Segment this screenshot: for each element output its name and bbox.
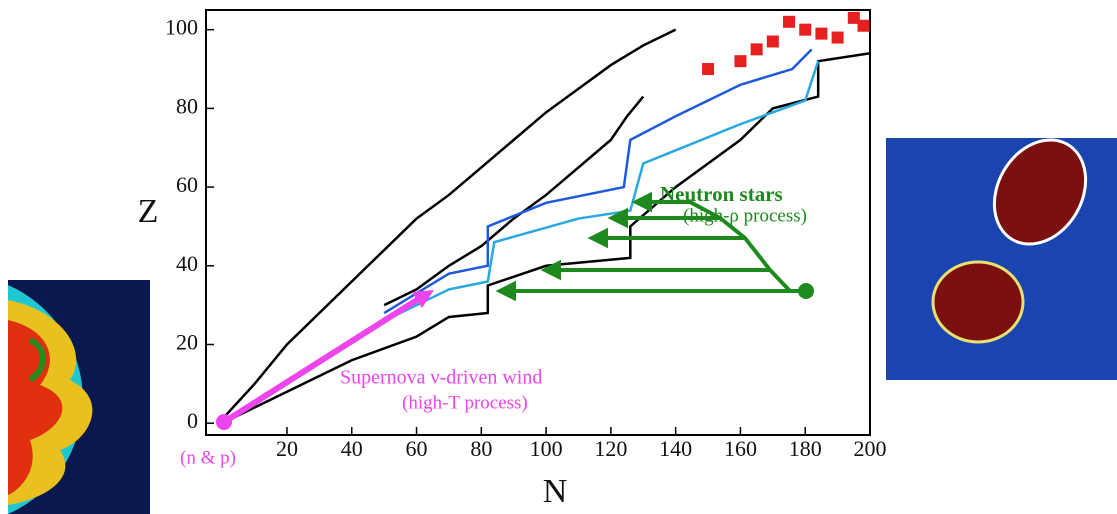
nucleus-point xyxy=(815,27,828,40)
nuclide-line xyxy=(221,28,677,421)
nucleus-point xyxy=(847,11,860,24)
x-tick-label: 140 xyxy=(659,436,692,461)
nucleus-point xyxy=(783,15,796,28)
y-tick-label: 40 xyxy=(176,251,198,276)
nucleus-point xyxy=(766,35,779,48)
x-tick-label: 80 xyxy=(470,436,492,461)
annotation: (high-T process) xyxy=(402,392,528,413)
y-tick-label: 20 xyxy=(176,330,198,355)
nucleus-point xyxy=(702,63,715,76)
nucleus-point xyxy=(831,31,844,44)
x-tick-label: 180 xyxy=(789,436,822,461)
supernova-arrow xyxy=(216,290,434,430)
annotation: Supernova ν-driven wind xyxy=(340,367,542,389)
nucleus-point xyxy=(734,55,747,68)
neutron-star-arrows xyxy=(495,191,814,302)
x-tick-label: 160 xyxy=(724,436,757,461)
y-tick-label: 0 xyxy=(187,408,198,433)
nuclide-line xyxy=(221,52,871,425)
annotation: (n & p) xyxy=(180,447,236,468)
x-tick-label: 60 xyxy=(406,436,428,461)
x-tick-label: 200 xyxy=(854,436,887,461)
plot-frame xyxy=(205,9,871,436)
nucleus-point xyxy=(750,43,763,56)
supernova-image xyxy=(8,280,150,514)
x-tick-label: 40 xyxy=(341,436,363,461)
annotation: (high-ρ process) xyxy=(683,205,807,226)
annotation: Neutron stars xyxy=(660,182,783,206)
y-axis-label: Z xyxy=(138,193,159,230)
nucleus-point xyxy=(799,23,812,36)
y-tick-label: 100 xyxy=(165,15,198,40)
x-axis-label: N xyxy=(543,473,568,510)
merger-image xyxy=(886,138,1117,380)
nuclide-line xyxy=(383,60,820,323)
x-tick-label: 20 xyxy=(276,436,298,461)
y-tick-label: 80 xyxy=(176,93,198,118)
x-tick-label: 100 xyxy=(530,436,563,461)
nucleus-point xyxy=(857,19,870,32)
nuclide-line xyxy=(383,48,813,315)
nuclide-line xyxy=(383,95,645,307)
x-tick-label: 120 xyxy=(594,436,627,461)
y-tick-label: 60 xyxy=(176,172,198,197)
